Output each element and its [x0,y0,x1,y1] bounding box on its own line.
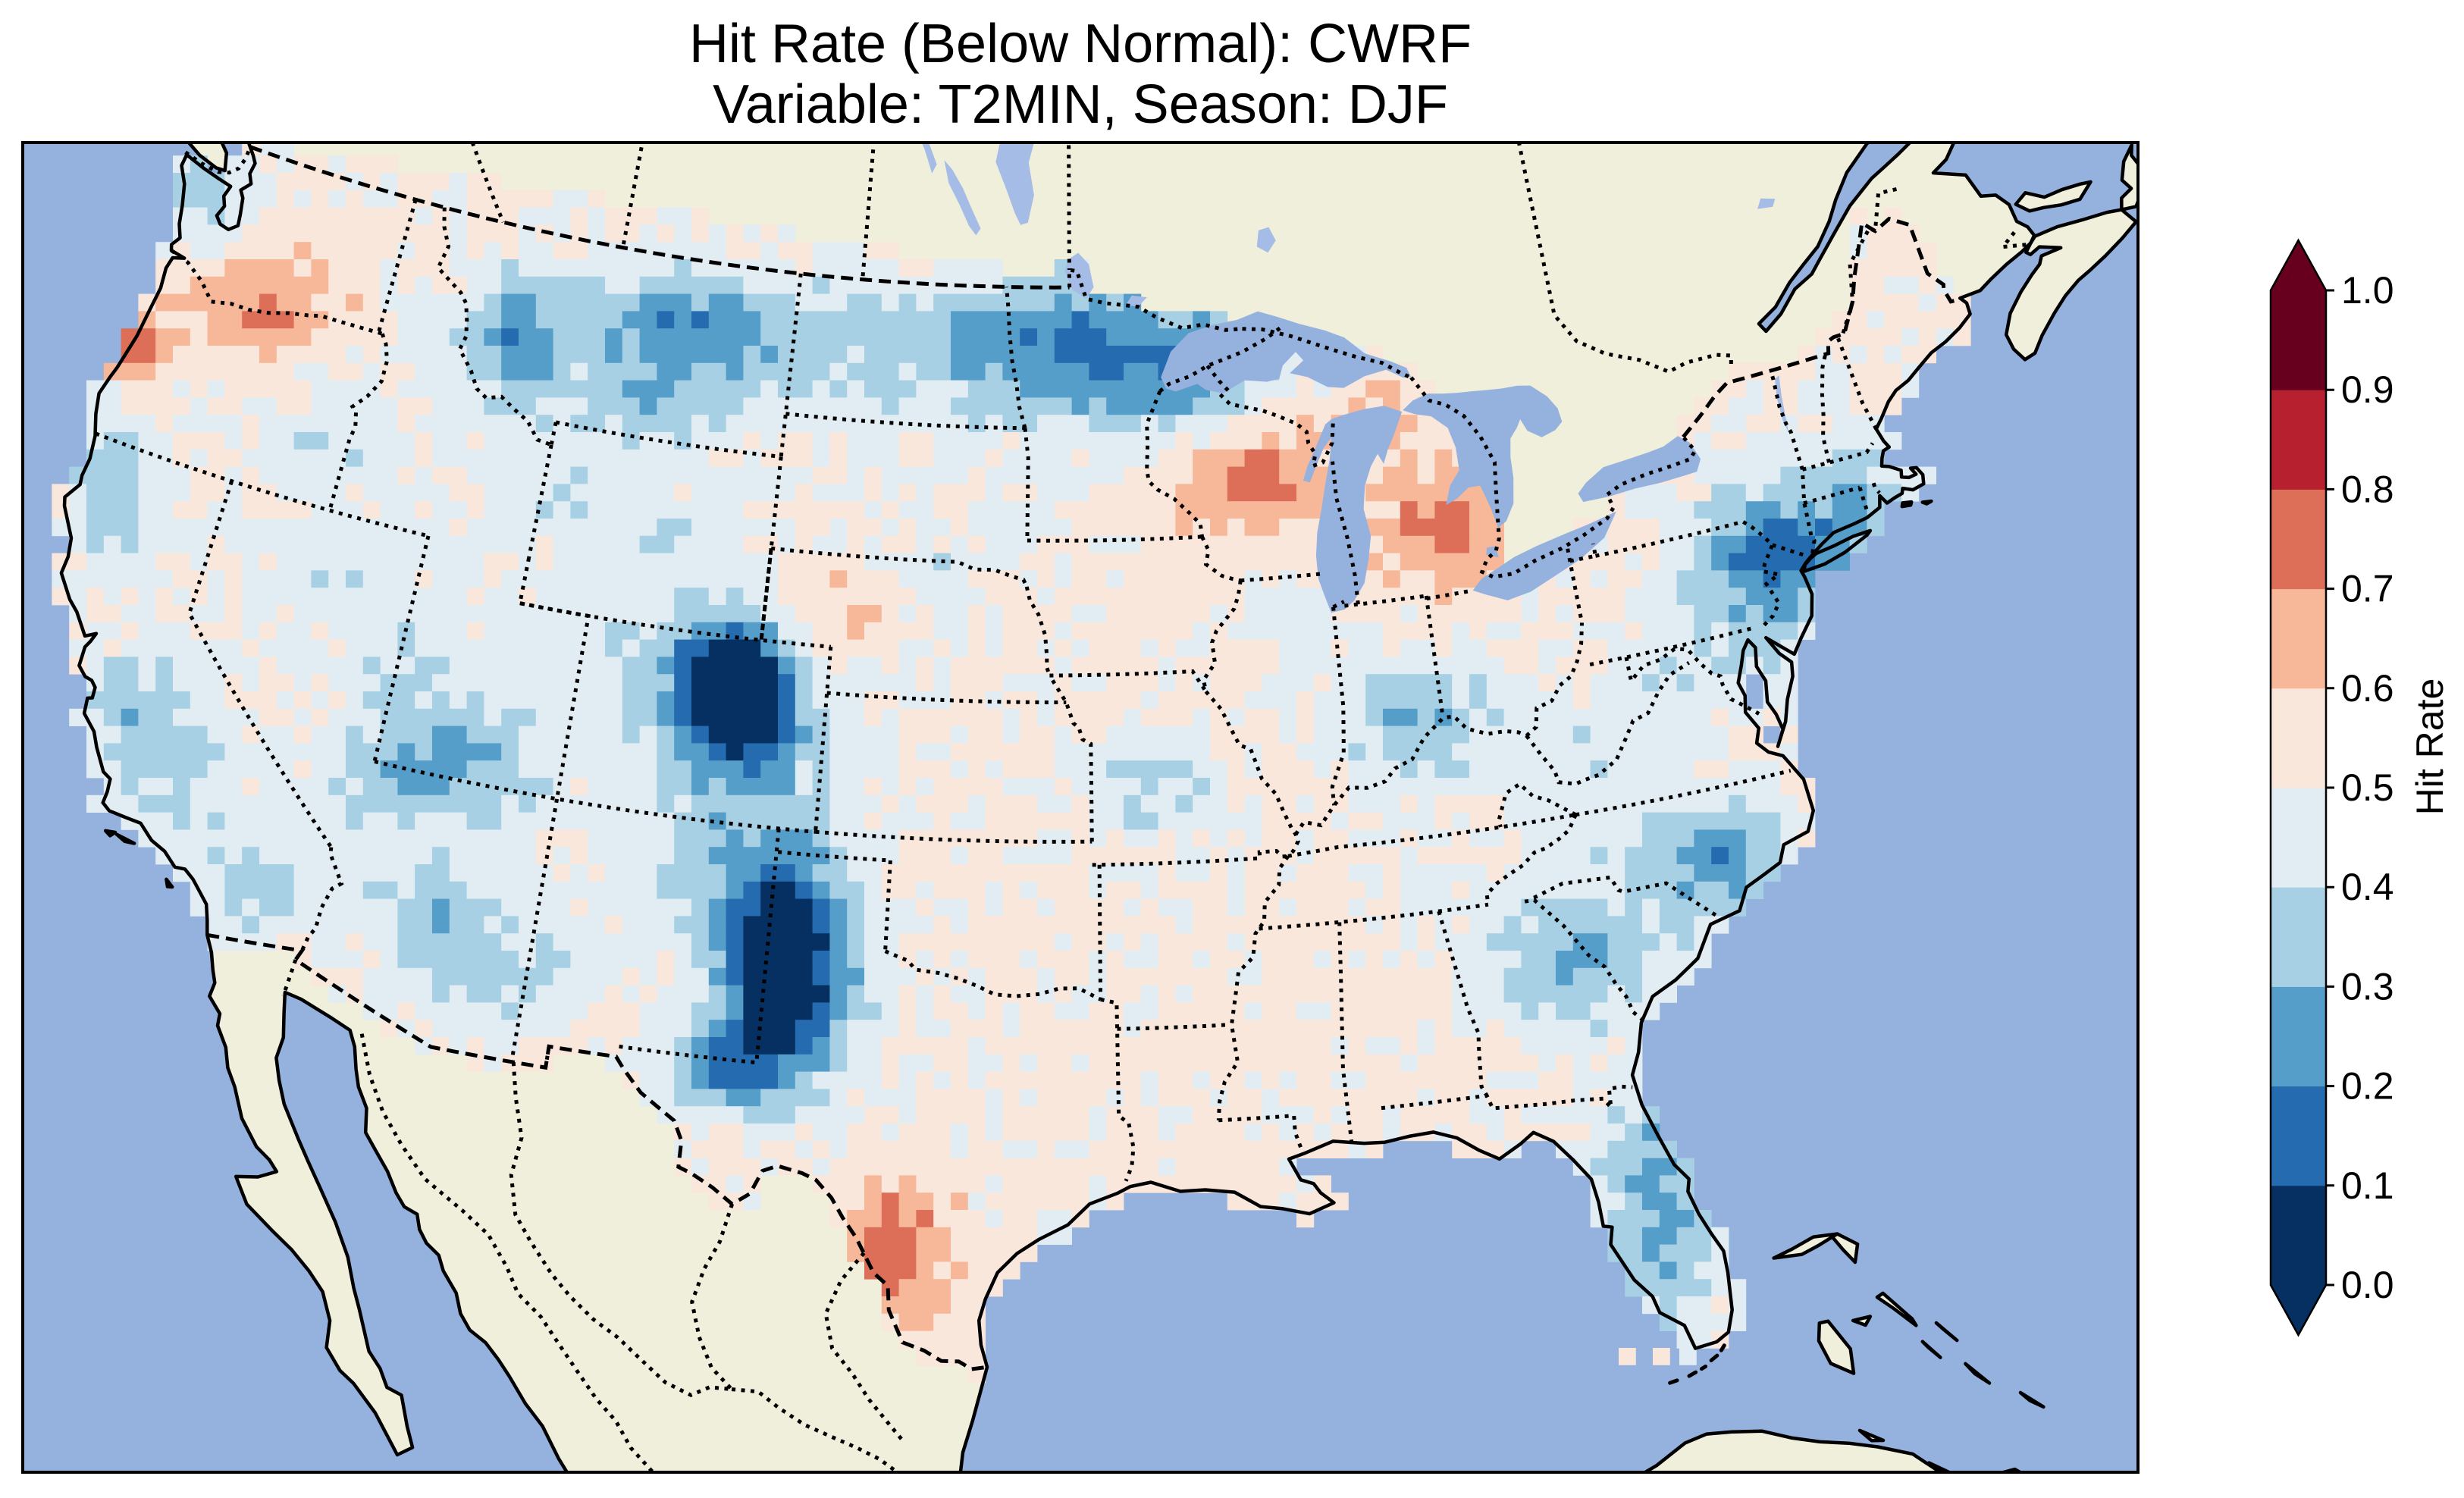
svg-text:0.3: 0.3 [2341,965,2394,1008]
svg-text:0.9: 0.9 [2341,368,2394,411]
svg-text:Hit Rate: Hit Rate [2409,678,2451,816]
svg-text:0.7: 0.7 [2341,568,2394,610]
svg-text:0.8: 0.8 [2341,468,2394,510]
svg-text:0.2: 0.2 [2341,1065,2394,1108]
svg-text:0.4: 0.4 [2341,866,2394,908]
svg-text:Variable: T2MIN, Season: DJF: Variable: T2MIN, Season: DJF [713,74,1448,135]
svg-text:Hit Rate (Below Normal): CWRF: Hit Rate (Below Normal): CWRF [689,14,1472,74]
svg-text:0.0: 0.0 [2341,1264,2394,1306]
svg-text:0.6: 0.6 [2341,667,2394,710]
svg-text:1.0: 1.0 [2341,269,2394,312]
svg-text:0.1: 0.1 [2341,1164,2394,1207]
svg-text:0.5: 0.5 [2341,766,2394,809]
